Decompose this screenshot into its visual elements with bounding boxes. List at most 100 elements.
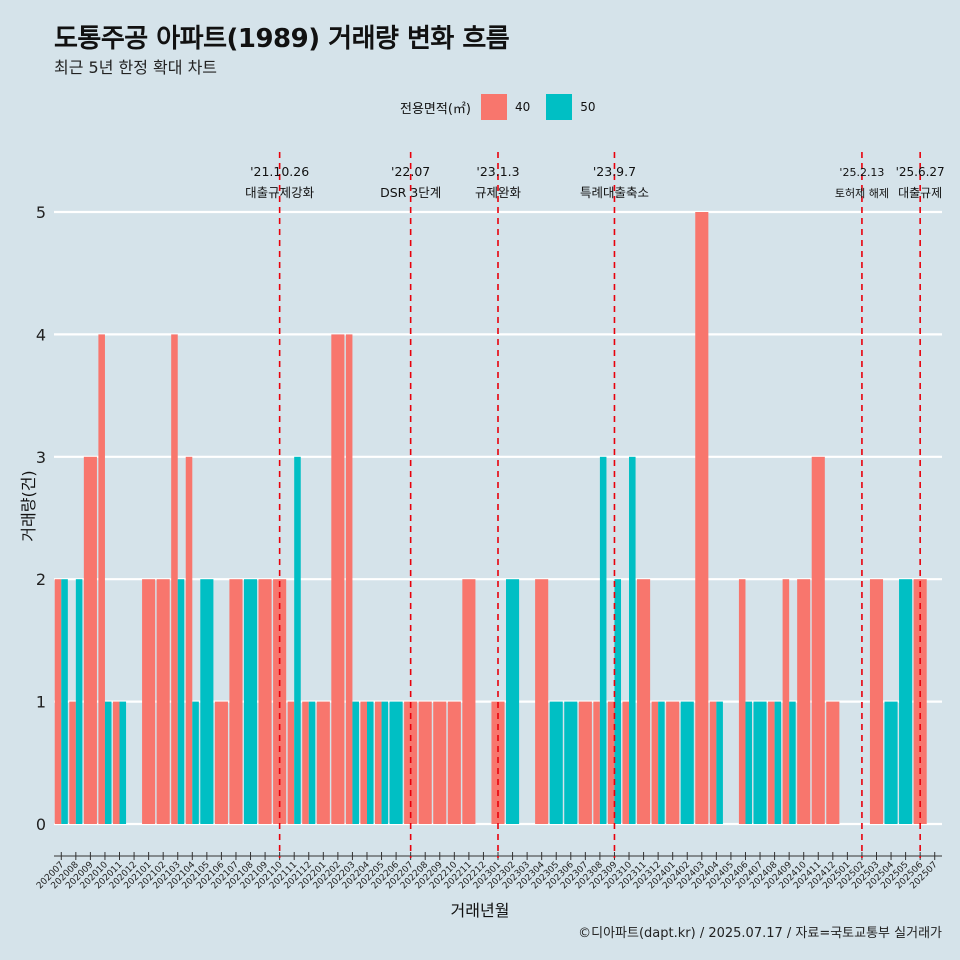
y-tick-label: 5: [36, 203, 46, 222]
legend-swatch-40: [480, 94, 507, 120]
bar-50: [716, 701, 723, 824]
bar-40: [593, 701, 600, 824]
y-tick-label: 4: [36, 325, 46, 344]
y-axis-title: 거래량(건): [19, 470, 38, 542]
bar-50: [389, 701, 403, 824]
legend: 전용면적(㎡) 40 50: [400, 93, 612, 121]
bar-40: [98, 334, 105, 824]
bar-50: [774, 701, 782, 824]
chart-subtitle: 최근 5년 한정 확대 차트: [54, 58, 218, 77]
legend-swatch-50: [546, 94, 573, 120]
bar-40: [462, 579, 476, 824]
bar-40: [738, 579, 746, 824]
legend-title: 전용면적(㎡): [400, 101, 471, 117]
bar-50: [119, 701, 127, 824]
bar-40: [229, 579, 243, 824]
bar-40: [360, 701, 367, 824]
event-label: 대출규제: [898, 186, 942, 200]
y-tick-label: 1: [36, 693, 46, 712]
bar-40: [651, 701, 659, 824]
event-date: '21.10.26: [250, 164, 309, 179]
bar-40: [869, 579, 884, 824]
bar-40: [69, 701, 76, 824]
bar-50: [899, 579, 913, 824]
event-date: '23.9.7: [593, 164, 636, 179]
bar-50: [753, 701, 767, 824]
bar-40: [578, 701, 592, 824]
bar-40: [374, 701, 382, 824]
event-date: '25.2.13: [839, 166, 884, 179]
bar-40: [797, 579, 811, 824]
event-label: 토허제 해제: [835, 186, 889, 200]
bar-50: [506, 579, 520, 824]
bar-40: [768, 701, 775, 824]
bar-40: [447, 701, 461, 824]
bar-40: [782, 579, 790, 824]
bar-40: [258, 579, 272, 824]
bar-40: [171, 334, 178, 824]
bar-40: [695, 212, 709, 824]
bar-50: [381, 701, 389, 824]
y-tick-label: 3: [36, 448, 46, 467]
bar-40: [826, 701, 840, 824]
bar-50: [599, 456, 607, 824]
bar-50: [549, 701, 563, 824]
bar-40: [112, 701, 120, 824]
bar-40: [811, 456, 825, 824]
bar-50: [104, 701, 112, 824]
x-axis-title: 거래년월: [450, 901, 510, 920]
bar-50: [243, 579, 258, 824]
event-label: 특례대출축소: [580, 185, 649, 200]
event-date: '25.6.27: [896, 165, 945, 179]
bar-50: [177, 579, 185, 824]
event-label: 대출규제강화: [245, 185, 315, 200]
bar-50: [200, 579, 214, 824]
bar-40: [83, 456, 97, 824]
bar-40: [156, 579, 170, 824]
bar-40: [345, 334, 353, 824]
bar-40: [607, 701, 615, 824]
legend-label-40: 40: [514, 100, 531, 114]
bar-40: [302, 701, 309, 824]
bar-50: [308, 701, 316, 824]
bar-40: [54, 579, 62, 824]
bar-40: [273, 579, 287, 824]
bar-50: [629, 456, 636, 824]
bar-50: [564, 701, 578, 824]
bar-40: [666, 701, 680, 824]
bar-50: [294, 456, 301, 824]
bar-40: [535, 579, 549, 824]
source-caption: ©디아파트(dapt.kr) / 2025.07.17 / 자료=국토교통부 실…: [578, 926, 942, 941]
bar-50: [75, 579, 83, 824]
bar-50: [352, 701, 359, 824]
bar-50: [745, 701, 753, 824]
event-label: 규제완화: [475, 185, 522, 200]
bar-50: [614, 579, 622, 824]
event-date: '22.07: [391, 164, 430, 179]
bar-40: [418, 701, 432, 824]
bar-40: [622, 701, 630, 824]
bar-50: [884, 701, 898, 824]
bar-40: [637, 579, 651, 824]
y-tick-label: 2: [36, 570, 46, 589]
chart-title: 도통주공 아파트(1989) 거래량 변화 흐름: [54, 24, 510, 54]
legend-label-50: 50: [580, 100, 596, 114]
y-tick-label: 0: [36, 815, 46, 834]
bar-50: [192, 701, 199, 824]
event-label: DSR 3단계: [380, 185, 441, 200]
bar-40: [214, 701, 228, 824]
bar-50: [789, 701, 796, 824]
bar-40: [331, 334, 345, 824]
bar-40: [185, 456, 193, 824]
bar-40: [913, 579, 927, 824]
bar-40: [287, 701, 295, 824]
bar-40: [433, 701, 447, 824]
bar-40: [709, 701, 717, 824]
bar-50: [658, 701, 665, 824]
bar-40: [142, 579, 156, 824]
bar-50: [61, 579, 68, 824]
bar-50: [680, 701, 694, 824]
event-date: '23.1.3: [476, 164, 519, 179]
bar-40: [316, 701, 330, 824]
